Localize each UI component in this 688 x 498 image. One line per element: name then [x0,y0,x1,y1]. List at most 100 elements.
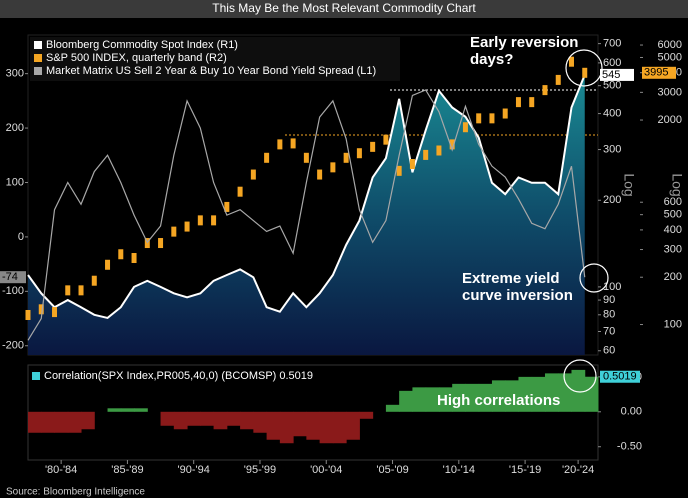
annotation: Early reversion days? [470,34,579,68]
bar [346,411,360,440]
band-mark [118,249,124,260]
band-mark [317,169,323,180]
bar [107,408,122,412]
bar [438,387,453,412]
value-label: 0.5019 [603,371,637,383]
band-mark [515,97,521,108]
band-mark [370,141,376,152]
band-mark [197,215,203,226]
bar [253,411,268,433]
x-tick-label: '15-'19 [509,464,541,476]
y-tick-label: 6000 [658,39,682,51]
y-tick-label: 700 [603,38,621,50]
y-tick-label: 80 [603,309,615,321]
legend-label: Bloomberg Commodity Spot Index (R1) [46,39,238,51]
bar [200,411,215,426]
value-label-box [0,271,26,284]
highlight-circle [579,263,609,293]
bar [571,369,586,412]
bar [385,404,400,412]
bar [134,408,148,412]
bar [306,411,321,440]
y-tick-label: 600 [603,57,621,69]
band-mark [131,253,137,264]
legend-label: S&P 500 INDEX, quarterly band (R2) [46,52,227,64]
band-mark [396,165,402,176]
band-mark [409,159,415,170]
band-mark [449,139,455,150]
legend-swatch [34,41,42,49]
bar [226,411,241,426]
band-mark [25,309,31,320]
bar [359,411,374,419]
y-tick-label: 2000 [658,114,682,126]
y-tick-label: 90 [603,294,615,306]
y-tick-label: 200 [603,194,621,206]
bar [531,376,546,412]
source: Source: Bloomberg Intelligence [6,487,145,498]
band-mark [78,285,84,296]
band-mark [171,226,177,237]
band-mark [343,152,349,163]
bar [505,380,519,412]
y-tick-label: 60 [603,345,615,357]
bar [584,376,599,412]
bar [293,411,307,437]
y-tick-label: 100 [6,176,24,188]
y-tick-label: 500 [603,80,621,92]
bar [319,411,334,444]
legend-swatch [32,372,40,380]
x-tick-label: '05-'09 [376,464,408,476]
band-mark [211,215,217,226]
legend-box [30,37,400,81]
band-mark [436,145,442,156]
legend-label: Market Matrix US Sell 2 Year & Buy 10 Ye… [46,65,376,77]
band-mark [568,56,574,67]
y-tick-label: 100 [603,281,621,293]
bar [478,383,493,412]
highlight-circle [565,49,603,87]
bar [465,383,480,412]
band-mark [423,149,429,160]
band-mark [38,304,44,315]
bar [81,411,95,430]
band-mark [303,152,309,163]
line [27,89,586,341]
bar [120,408,135,412]
x-tick-label: '10-'14 [443,464,475,476]
value-label: -74 [2,271,18,283]
area [28,74,585,356]
band-mark [91,275,97,286]
y-tick-label: 70 [603,325,615,337]
band-mark [250,169,256,180]
legend-swatch [34,54,42,62]
annotation: Extreme yield curve inversion [462,270,573,304]
y-tick-label: -100 [2,285,24,297]
band-mark [476,113,482,124]
plot-layer: -200-10001002003006070809010020030040050… [0,37,685,476]
bar [558,373,572,412]
band-mark [277,139,283,150]
axis-label: Log [669,173,685,196]
bar [544,373,559,412]
bar [279,411,294,444]
y-tick-label: -200 [2,340,24,352]
band-mark [330,162,336,173]
y-tick-label: 500 [664,209,682,221]
value-label-box [642,66,676,79]
bar [399,390,413,412]
x-tick-label: '00-'04 [310,464,342,476]
x-tick-label: '85-'89 [111,464,143,476]
y-tick-label: 300 [6,68,24,80]
y-tick-label: 300 [664,243,682,255]
band-mark [462,122,468,133]
y-tick-label: 600 [664,196,682,208]
value-label: 3995 [644,67,668,79]
bar [54,411,69,433]
highlight-circle [563,359,597,393]
y-tick-label: 5000 [658,51,682,63]
axis-label: Log [621,173,637,196]
band-mark [158,238,164,249]
band-mark [555,74,561,85]
